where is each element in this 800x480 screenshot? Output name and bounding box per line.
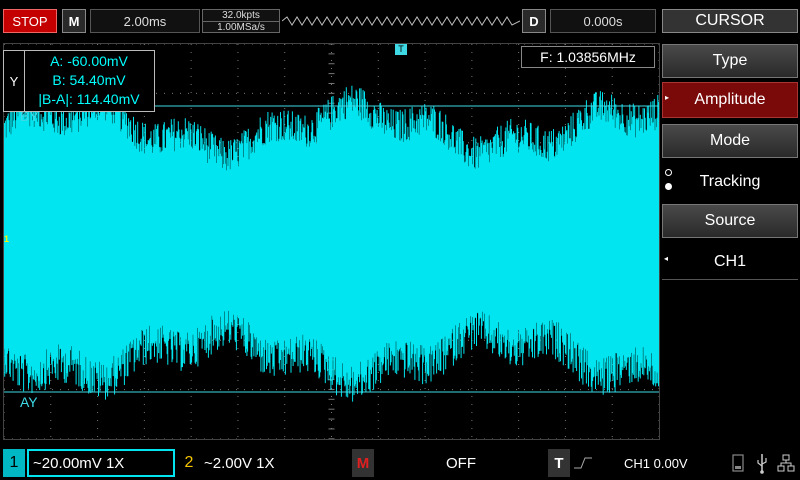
frequency-readout: F: 1.03856MHz [521,46,655,68]
menu-type-value[interactable]: ▸ Amplitude [662,82,798,118]
menu-source-button[interactable]: Source [662,204,798,238]
radio-empty-icon [665,169,672,176]
memory-depth: 32.0kpts [203,10,279,22]
menu-type-button[interactable]: Type [662,44,798,78]
trigger-position-marker[interactable]: T [395,44,407,55]
cursor-delta-value: |B-A|: 114.40mV [38,91,140,107]
chevron-right-icon: ▸ [665,93,670,102]
ch1-waveform [3,85,659,402]
cursor-axis-label: Y [4,51,25,111]
trigger-position-indicator [282,9,520,33]
storage-icon [728,449,748,477]
menu-source-value[interactable]: ◂ CH1 [662,244,798,280]
bottom-status-bar: 1 ~20.00mV 1X 2 ~2.00V 1X M OFF T CH1 0.… [0,446,800,480]
menu-mode-button[interactable]: Mode [662,124,798,158]
cursor-b-label: BY [20,108,39,124]
delay-readout[interactable]: 0.000s [550,9,656,33]
math-state[interactable]: OFF [446,454,476,472]
acquisition-info: 32.0kpts 1.00MSa/s [202,9,280,33]
math-key[interactable]: M [352,449,374,477]
usb-icon [752,449,772,477]
top-status-bar: STOP M 2.00ms 32.0kpts 1.00MSa/s D 0.000… [0,0,800,40]
delay-key[interactable]: D [522,9,546,33]
source-value-label: CH1 [713,252,746,270]
timebase-readout[interactable]: 2.00ms [90,9,200,33]
cursor-a-label: AY [20,394,38,410]
ch2-setting[interactable]: ~2.00V 1X [204,454,275,472]
ch1-number[interactable]: 1 [3,449,25,477]
type-value-label: Amplitude [694,91,766,108]
trigger-info[interactable]: CH1 0.00V [572,449,720,477]
network-icon [776,449,796,477]
menu-mode-value[interactable]: Tracking [662,164,798,200]
rising-edge-icon [574,457,592,469]
mode-key[interactable]: M [62,9,86,33]
trigger-key[interactable]: T [548,449,570,477]
sample-rate: 1.00MSa/s [217,21,265,33]
cursor-b-value: B: 54.40mV [52,72,126,88]
cursor-readout-box: Y A: -60.00mV B: 54.40mV |B-A|: 114.40mV [3,50,155,112]
run-stop-button[interactable]: STOP [3,9,57,33]
chevron-left-icon: ◂ [664,254,669,263]
ch2-number[interactable]: 2 [184,454,194,471]
radio-filled-icon [665,183,672,190]
ch1-setting[interactable]: ~20.00mV 1X [27,449,175,477]
trigger-level: CH1 0.00V [624,455,688,471]
menu-title: CURSOR [662,9,798,33]
ch1-ground-marker[interactable]: 1 [4,234,10,244]
mode-value-label: Tracking [699,173,761,190]
cursor-a-value: A: -60.00mV [50,53,128,69]
